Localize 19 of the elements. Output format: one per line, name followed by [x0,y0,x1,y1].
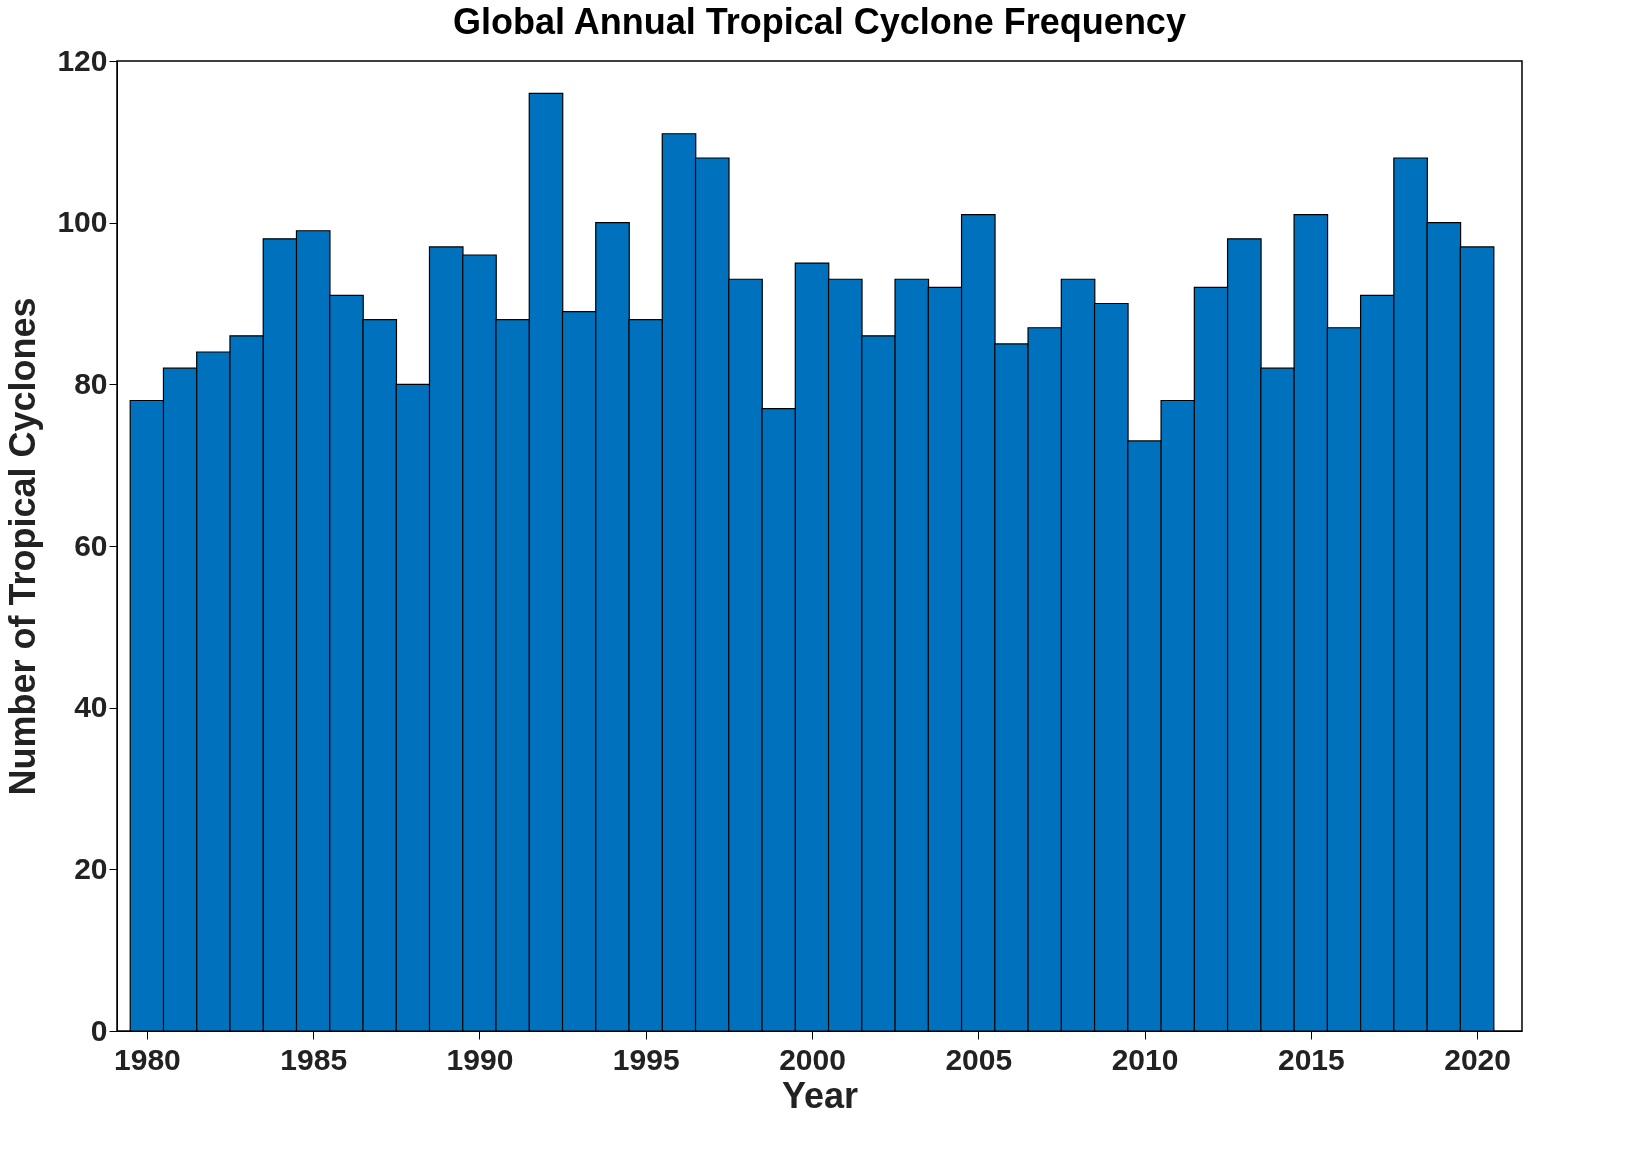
x-tick-label: 2010 [1111,1042,1179,1076]
y-axis-title: Number of Tropical Cyclones [2,297,44,796]
y-tick-label: 80 [74,366,108,400]
x-tick-label: 1980 [114,1042,181,1076]
x-tick-label: 2020 [1444,1042,1511,1076]
y-tick-label: 60 [74,528,108,562]
y-tick-label: 120 [57,43,108,77]
y-tick-label: 0 [90,1013,108,1047]
y-tick-label: 20 [74,851,108,885]
x-tick-label: 2005 [945,1042,1013,1076]
x-tick-label: 2015 [1277,1042,1345,1076]
x-axis-title: Year [781,1074,859,1116]
x-tick-label: 1995 [612,1042,680,1076]
y-tick-label: 100 [57,205,108,239]
x-tick-label: 1990 [446,1042,514,1076]
chart-title: Global Annual Tropical Cyclone Frequency [453,1,1186,42]
y-tick-label: 40 [74,690,108,724]
x-tick-label: 1985 [280,1042,348,1076]
x-tick-label: 2000 [779,1042,846,1076]
